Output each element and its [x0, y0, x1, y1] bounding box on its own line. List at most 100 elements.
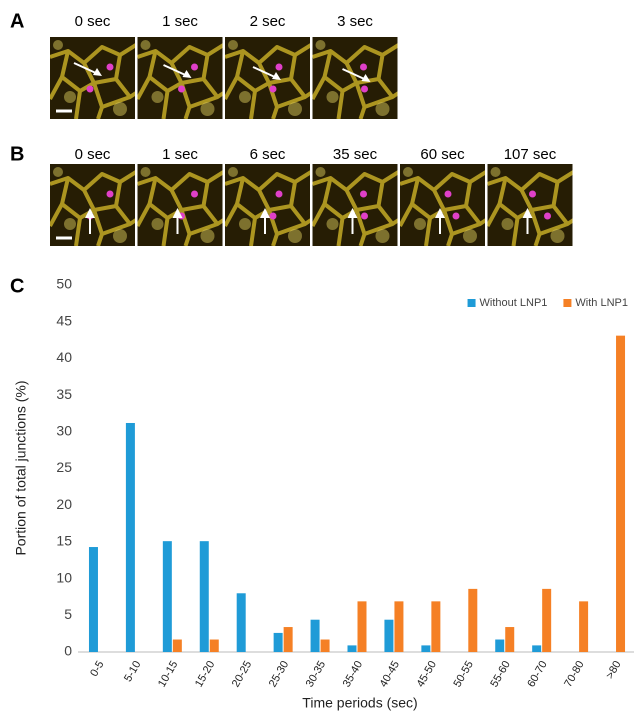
x-tick-label: 20-25 — [230, 659, 254, 689]
micrograph — [50, 37, 135, 119]
magenta-spot — [191, 64, 198, 71]
time-label: 1 sec — [162, 13, 198, 30]
x-tick-label: 45-50 — [415, 659, 439, 689]
bar — [126, 423, 135, 652]
x-tick-label: 0-5 — [88, 659, 106, 679]
micrograph — [313, 164, 398, 246]
y-tick-label: 30 — [56, 423, 72, 439]
bar — [505, 627, 514, 652]
y-tick-label: 0 — [64, 643, 72, 659]
y-tick-label: 40 — [56, 349, 72, 365]
bar — [358, 601, 367, 652]
magenta-spot — [445, 191, 452, 198]
bar — [210, 640, 219, 652]
bar — [579, 601, 588, 652]
y-tick-label: 45 — [56, 312, 72, 328]
bar — [311, 620, 320, 652]
microscopy-panels: A0 sec1 sec2 sec3 secB0 sec1 sec6 sec35 … — [10, 10, 573, 246]
magenta-spot — [107, 64, 114, 71]
image-tint — [400, 164, 485, 246]
magenta-spot — [360, 64, 367, 71]
magenta-spot — [270, 213, 277, 220]
bar — [468, 589, 477, 652]
image-tint — [50, 164, 135, 246]
panel-label: A — [10, 10, 24, 32]
y-axis-label: Portion of total junctions (%) — [13, 380, 29, 555]
image-tint — [488, 164, 573, 246]
time-label: 6 sec — [250, 146, 286, 163]
x-tick-label: 50-55 — [451, 659, 475, 689]
magenta-spot — [360, 191, 367, 198]
bar — [394, 601, 403, 652]
micrograph — [400, 164, 485, 246]
micrograph — [313, 37, 398, 119]
micrograph — [488, 164, 573, 246]
legend: Without LNP1 With LNP1 — [468, 297, 628, 309]
x-tick-label: >80 — [604, 659, 624, 681]
legend-label: Without LNP1 — [480, 297, 548, 309]
micrograph — [50, 164, 135, 246]
y-tick-label: 20 — [56, 496, 72, 512]
magenta-spot — [87, 86, 94, 93]
image-tint — [313, 37, 398, 119]
magenta-spot — [544, 213, 551, 220]
panel-label: B — [10, 143, 24, 165]
bar — [89, 547, 98, 652]
bar — [274, 633, 283, 652]
time-label: 107 sec — [504, 146, 557, 163]
y-tick-label: 15 — [56, 533, 72, 549]
magenta-spot — [191, 191, 198, 198]
image-tint — [50, 37, 135, 119]
magenta-spot — [361, 86, 368, 93]
time-label: 0 sec — [75, 146, 111, 163]
time-label: 2 sec — [250, 13, 286, 30]
time-label: 1 sec — [162, 146, 198, 163]
time-label: 60 sec — [420, 146, 465, 163]
bar — [616, 336, 625, 652]
x-tick-label: 70-80 — [562, 659, 586, 689]
bar — [237, 593, 246, 652]
y-tick-label: 5 — [64, 606, 72, 622]
bar — [532, 645, 541, 652]
bar — [284, 627, 293, 652]
x-tick-label: 55-60 — [488, 659, 512, 689]
magenta-spot — [361, 213, 368, 220]
magenta-spot — [276, 191, 283, 198]
image-tint — [225, 37, 310, 119]
bar — [321, 640, 330, 652]
legend-label: With LNP1 — [575, 297, 628, 309]
magenta-spot — [276, 64, 283, 71]
x-axis-label: Time periods (sec) — [302, 695, 417, 711]
magenta-spot — [453, 213, 460, 220]
bar — [348, 645, 357, 652]
micrograph — [138, 164, 223, 246]
image-tint — [313, 164, 398, 246]
magenta-spot — [107, 191, 114, 198]
magenta-spot — [270, 86, 277, 93]
micrograph — [138, 37, 223, 119]
bar — [200, 541, 209, 652]
bar — [421, 645, 430, 652]
time-label: 3 sec — [337, 13, 373, 30]
bar — [173, 640, 182, 652]
time-label: 0 sec — [75, 13, 111, 30]
x-tick-label: 15-20 — [193, 659, 217, 689]
x-tick-label: 10-15 — [156, 659, 180, 689]
y-tick-label: 10 — [56, 569, 72, 585]
figure: A0 sec1 sec2 sec3 secB0 sec1 sec6 sec35 … — [0, 0, 634, 716]
x-tick-label: 25-30 — [267, 659, 291, 689]
image-tint — [225, 164, 310, 246]
image-tint — [138, 37, 223, 119]
y-tick-label: 50 — [56, 276, 72, 292]
x-tick-label: 35-40 — [341, 659, 365, 689]
magenta-spot — [178, 86, 185, 93]
x-tick-label: 40-45 — [378, 659, 402, 689]
panel-label: C — [10, 275, 24, 297]
micrograph — [225, 164, 310, 246]
bar — [384, 620, 393, 652]
y-tick-label: 25 — [56, 459, 72, 475]
bar — [495, 640, 504, 652]
bar — [163, 541, 172, 652]
bar — [542, 589, 551, 652]
x-tick-label: 60-70 — [525, 659, 549, 689]
